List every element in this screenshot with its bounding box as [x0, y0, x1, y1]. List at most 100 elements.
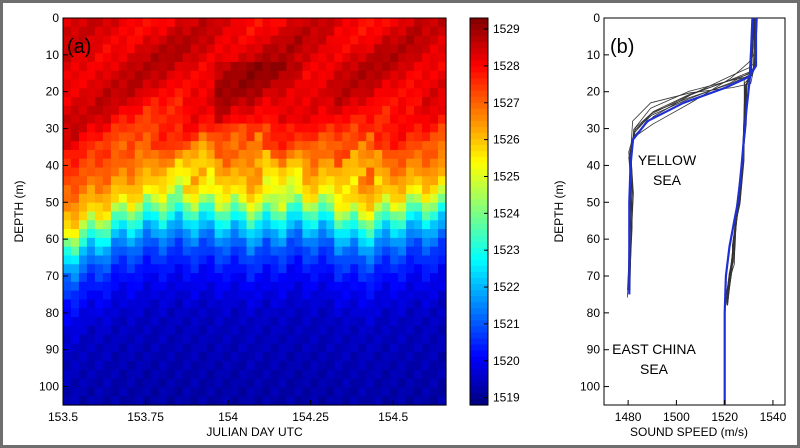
heatmap-cell [70, 220, 80, 230]
heatmap-cell [398, 123, 407, 133]
heatmap-cell [214, 185, 224, 195]
heatmap-cell [142, 361, 152, 371]
heatmap-cell [78, 97, 88, 107]
heatmap-cell [366, 317, 375, 327]
heatmap-cell [78, 70, 88, 81]
heatmap-cell [78, 35, 88, 45]
heatmap-cell [398, 211, 407, 221]
heatmap-cell [382, 361, 391, 371]
heatmap-cell [206, 396, 216, 406]
heatmap-cell [390, 88, 399, 98]
heatmap-cell [78, 229, 88, 239]
heatmap-cell [63, 114, 72, 125]
heatmap-cell [318, 246, 327, 257]
heatmap-cell [198, 35, 208, 45]
heatmap-cell [382, 325, 391, 336]
heatmap-cell [70, 167, 80, 177]
heatmap-cell [182, 246, 192, 257]
heatmap-cell [158, 299, 168, 309]
heatmap-cell [174, 26, 184, 37]
heatmap-cell [366, 369, 375, 380]
heatmap-cell [86, 44, 96, 54]
heatmap-cell [294, 220, 303, 230]
heatmap-cell [126, 70, 136, 81]
heatmap-cell [118, 141, 128, 151]
heatmap-cell [438, 396, 447, 406]
heatmap-cell [190, 343, 200, 353]
heatmap-cell [278, 167, 288, 177]
heatmap-cell [422, 105, 431, 116]
colorbar-band [470, 211, 488, 219]
heatmap-cell [102, 193, 112, 204]
heatmap-cell [422, 70, 431, 81]
heatmap-cell [110, 44, 120, 54]
heatmap-cell [166, 273, 176, 283]
heatmap-cell [142, 308, 152, 318]
heatmap-cell [398, 202, 407, 213]
heatmap-cell [342, 361, 351, 371]
heatmap-cell [94, 149, 104, 160]
heatmap-cell [110, 343, 120, 353]
heatmap-cell [366, 396, 375, 406]
heatmap-cell [422, 378, 431, 389]
heatmap-cell [430, 35, 439, 45]
heatmap-cell [158, 264, 168, 274]
heatmap-cell [206, 97, 216, 107]
heatmap-cell [270, 185, 280, 195]
heatmap-cell [358, 220, 367, 230]
heatmap-cell [366, 105, 375, 116]
heatmap-cell [110, 114, 120, 125]
heatmap-cell [70, 97, 80, 107]
heatmap-cell [286, 361, 295, 371]
heatmap-cell [94, 396, 104, 406]
heatmap-cell [94, 88, 104, 98]
heatmap-cell [430, 53, 439, 63]
heatmap-cell [254, 202, 264, 213]
heatmap-cell [422, 35, 431, 45]
heatmap-cell [63, 387, 72, 397]
heatmap-cell [334, 273, 343, 283]
heatmap-cell [374, 369, 383, 380]
heatmap-cell [190, 255, 200, 265]
heatmap-cell [350, 70, 359, 81]
heatmap-cell [302, 167, 311, 177]
heatmap-cell [94, 193, 104, 204]
heatmap-cell [246, 281, 256, 292]
heatmap-cell [142, 229, 152, 239]
heatmap-cell [414, 88, 423, 98]
heatmap-cell [134, 132, 144, 142]
heatmap-cell [350, 88, 359, 98]
heatmap-cell [422, 141, 431, 151]
heatmap-cell [342, 44, 351, 54]
heatmap-cell [63, 149, 72, 160]
y-tick-label: 90 [587, 343, 601, 357]
heatmap-cell [126, 334, 136, 345]
heatmap-cell [158, 281, 168, 292]
heatmap-cell [278, 88, 288, 98]
heatmap-cell [86, 325, 96, 336]
colorbar-band [470, 96, 488, 104]
heatmap-cell [390, 387, 399, 397]
heatmap-cell [214, 141, 224, 151]
heatmap-cell [406, 26, 415, 37]
heatmap-cell [286, 79, 295, 89]
heatmap-cell [254, 123, 264, 133]
heatmap-cell [318, 211, 327, 221]
heatmap-cell [430, 88, 439, 98]
heatmap-cell [63, 79, 72, 89]
heatmap-cell [222, 352, 232, 362]
heatmap-cell [142, 387, 152, 397]
heatmap-cell [294, 299, 303, 309]
heatmap-cell [238, 387, 248, 397]
heatmap-cell [286, 211, 295, 221]
heatmap-cell [246, 176, 256, 186]
colorbar-band [470, 374, 488, 382]
heatmap-cell [438, 334, 447, 345]
heatmap-cell [350, 185, 359, 195]
heatmap-cell [166, 193, 176, 204]
heatmap-cell [230, 237, 240, 248]
heatmap-cell [142, 123, 152, 133]
heatmap-cell [198, 79, 208, 89]
heatmap-cell [214, 246, 224, 257]
heatmap-cell [286, 317, 295, 327]
